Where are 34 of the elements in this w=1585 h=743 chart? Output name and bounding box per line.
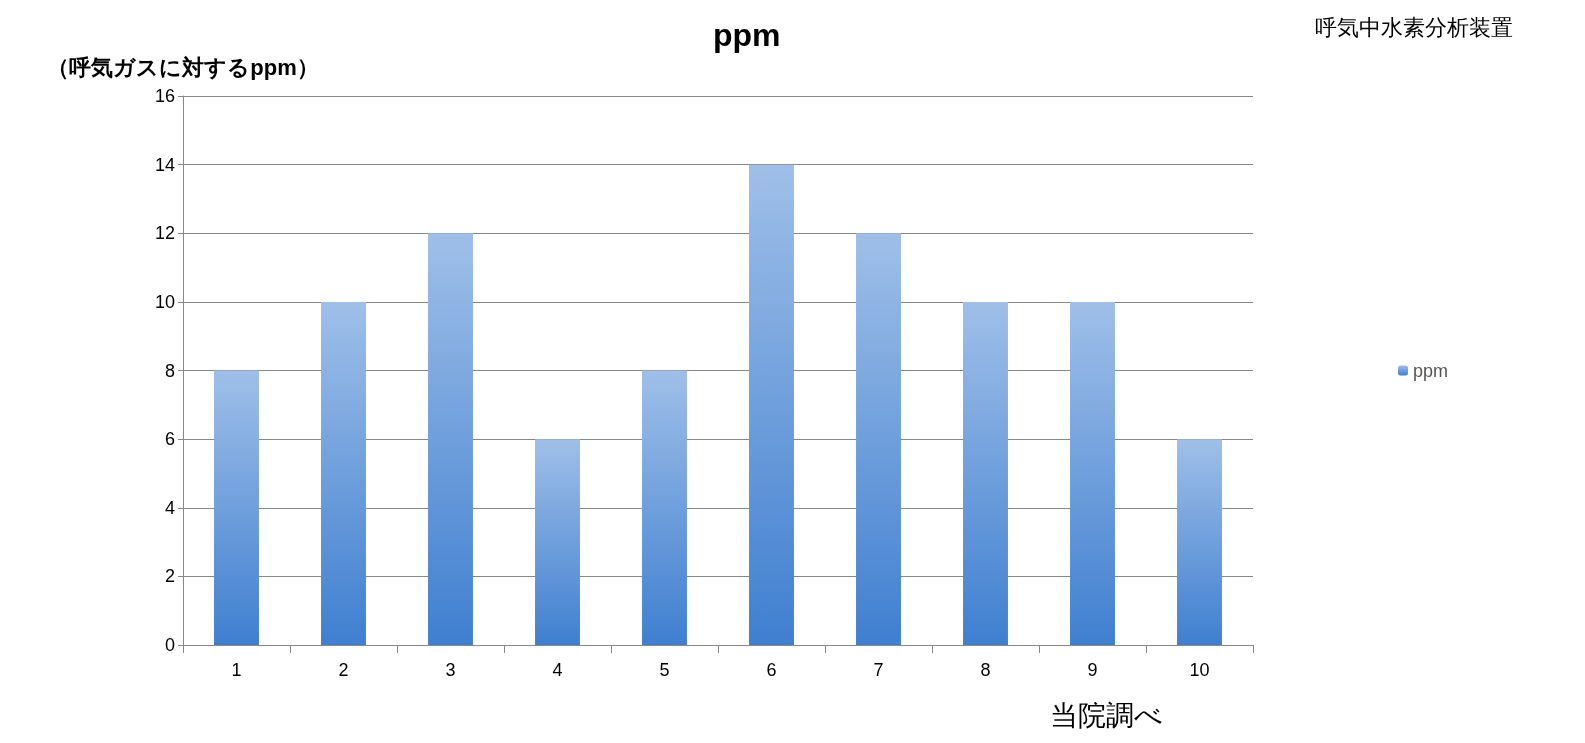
y-tick-label: 12: [154, 223, 175, 244]
x-tick-label: 5: [659, 660, 670, 680]
y-tick-label: 8: [164, 360, 175, 381]
bar: [1070, 301, 1115, 645]
legend-label: ppm: [1412, 360, 1448, 381]
y-tick-label: 4: [164, 497, 175, 518]
bar: [535, 439, 580, 645]
bar: [856, 233, 901, 645]
bar: [428, 233, 473, 645]
x-tick-label: 3: [445, 660, 456, 680]
bar: [214, 370, 259, 645]
y-tick-label: 16: [154, 86, 175, 106]
x-tick-label: 7: [873, 660, 884, 680]
text: 呼気中水素分析装置: [1315, 14, 1513, 40]
x-tick-label: 2: [338, 660, 349, 680]
y-tick-label: 2: [164, 566, 175, 587]
y-tick-label: 0: [164, 635, 175, 655]
bar: [1177, 439, 1222, 645]
x-tick-label: 4: [552, 660, 563, 680]
bar: [642, 370, 687, 645]
x-tick-label: 6: [766, 660, 777, 680]
y-axis-title: （呼気ガスに対するppm）: [47, 54, 319, 80]
x-tick-label: 9: [1087, 660, 1098, 680]
y-tick-label: 6: [164, 429, 175, 450]
bar: [321, 301, 366, 645]
x-tick-label: 10: [1189, 660, 1210, 680]
chart-title: ppm: [713, 17, 781, 53]
bar: [749, 164, 794, 645]
x-tick-label: 1: [231, 660, 242, 680]
text: 当院調べ: [1050, 699, 1163, 731]
y-tick-label: 10: [154, 291, 175, 312]
y-tick-label: 14: [154, 154, 175, 175]
x-tick-label: 8: [980, 660, 991, 680]
bar: [963, 301, 1008, 645]
